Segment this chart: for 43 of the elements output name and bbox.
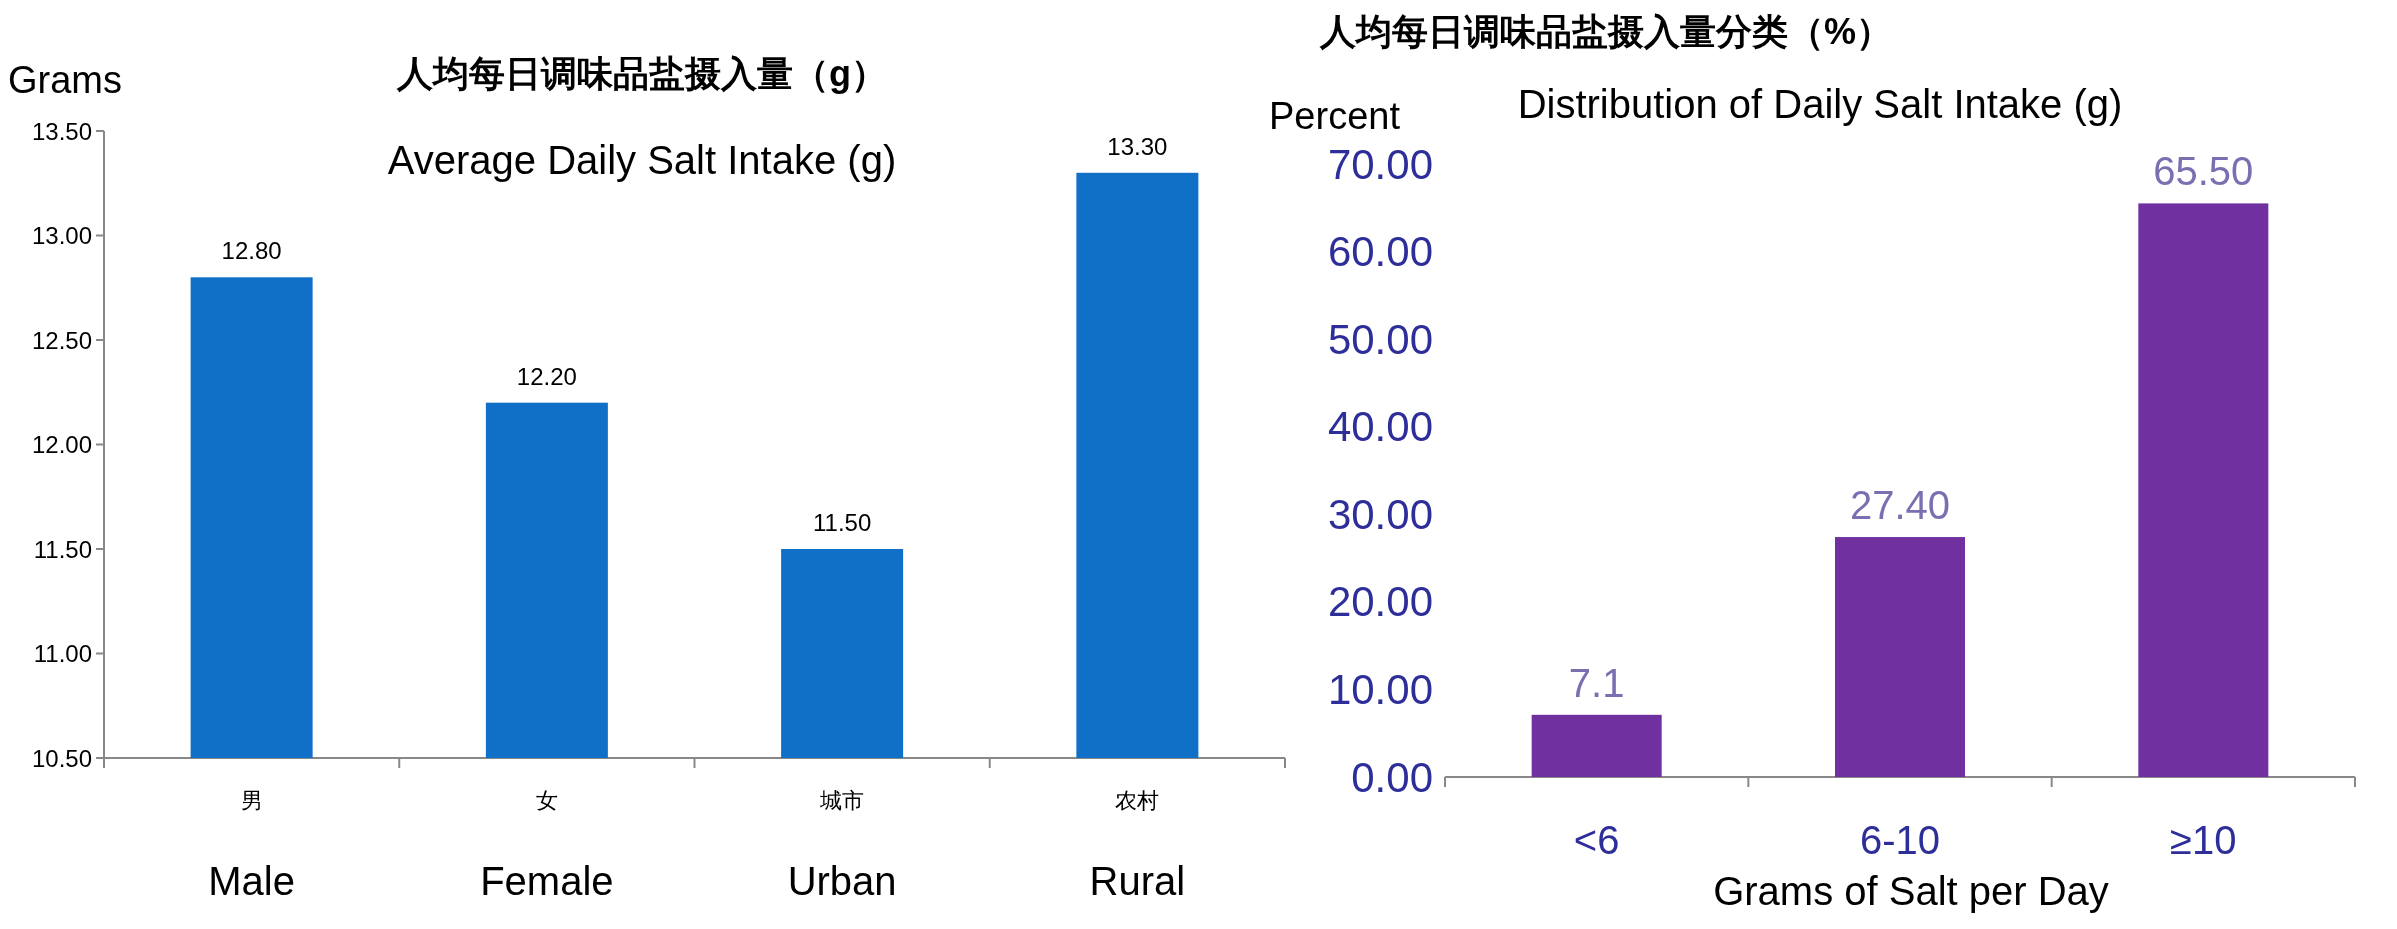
y-tick-label: 50.00: [1327, 315, 1433, 363]
y-tick-label: 70.00: [1327, 140, 1433, 188]
x-tick-label: 男: [240, 787, 263, 813]
x-axis-title: Grams of Salt per Day: [1713, 869, 2109, 913]
text: Urban: [787, 859, 897, 903]
y-axis-title: Grams: [8, 59, 122, 101]
y-tick-label: 10.00: [1327, 665, 1433, 713]
y-tick-label: 11.00: [33, 640, 92, 667]
bar: [1835, 537, 1965, 777]
text: Male: [208, 859, 295, 903]
y-tick-label: 20.00: [1327, 578, 1433, 626]
chart-subtitle: Distribution of Daily Salt Intake (g): [1517, 82, 2123, 126]
chart-subtitle: Average Daily Salt Intake (g): [387, 138, 897, 182]
y-tick-label: 60.00: [1327, 228, 1433, 276]
chart-title: 人均每日调味品盐摄入量分类（%）: [1318, 10, 1893, 52]
y-tick-label: 40.00: [1327, 403, 1433, 451]
bar: [1531, 714, 1662, 777]
data-label: 12.20: [516, 362, 577, 390]
data-label: 12.80: [221, 237, 282, 265]
text: Female: [480, 859, 614, 903]
text: Rural: [1089, 859, 1186, 903]
y-axis-title: Percent: [1269, 95, 1401, 137]
data-label: 65.50: [2153, 149, 2254, 194]
bar: [2138, 203, 2269, 777]
data-label: 11.50: [812, 509, 872, 536]
y-tick-label: 30.00: [1327, 490, 1433, 538]
x-tick-label: <6: [1573, 818, 1620, 862]
y-tick-label: 12.50: [31, 326, 92, 354]
x-tick-label: 女: [535, 787, 558, 813]
y-tick-label: 0.00: [1351, 753, 1433, 801]
chart-title: 人均每日调味品盐摄入量（g）: [396, 52, 887, 94]
y-tick-label: 13.00: [31, 222, 92, 249]
x-tick-label: 城市: [819, 787, 865, 813]
x-tick-label: 6-10: [1859, 818, 1941, 862]
y-tick-label: 11.50: [33, 535, 92, 563]
y-tick-label: 13.50: [31, 117, 92, 145]
x-tick-label: 农村: [1115, 787, 1160, 813]
y-tick-label: 10.50: [31, 744, 92, 772]
data-label: 7.1: [1568, 660, 1625, 705]
x-tick-label: ≥10: [2170, 818, 2237, 862]
data-label: 27.40: [1849, 483, 1951, 528]
data-label: 13.30: [1107, 132, 1168, 160]
y-tick-label: 12.00: [31, 431, 92, 458]
